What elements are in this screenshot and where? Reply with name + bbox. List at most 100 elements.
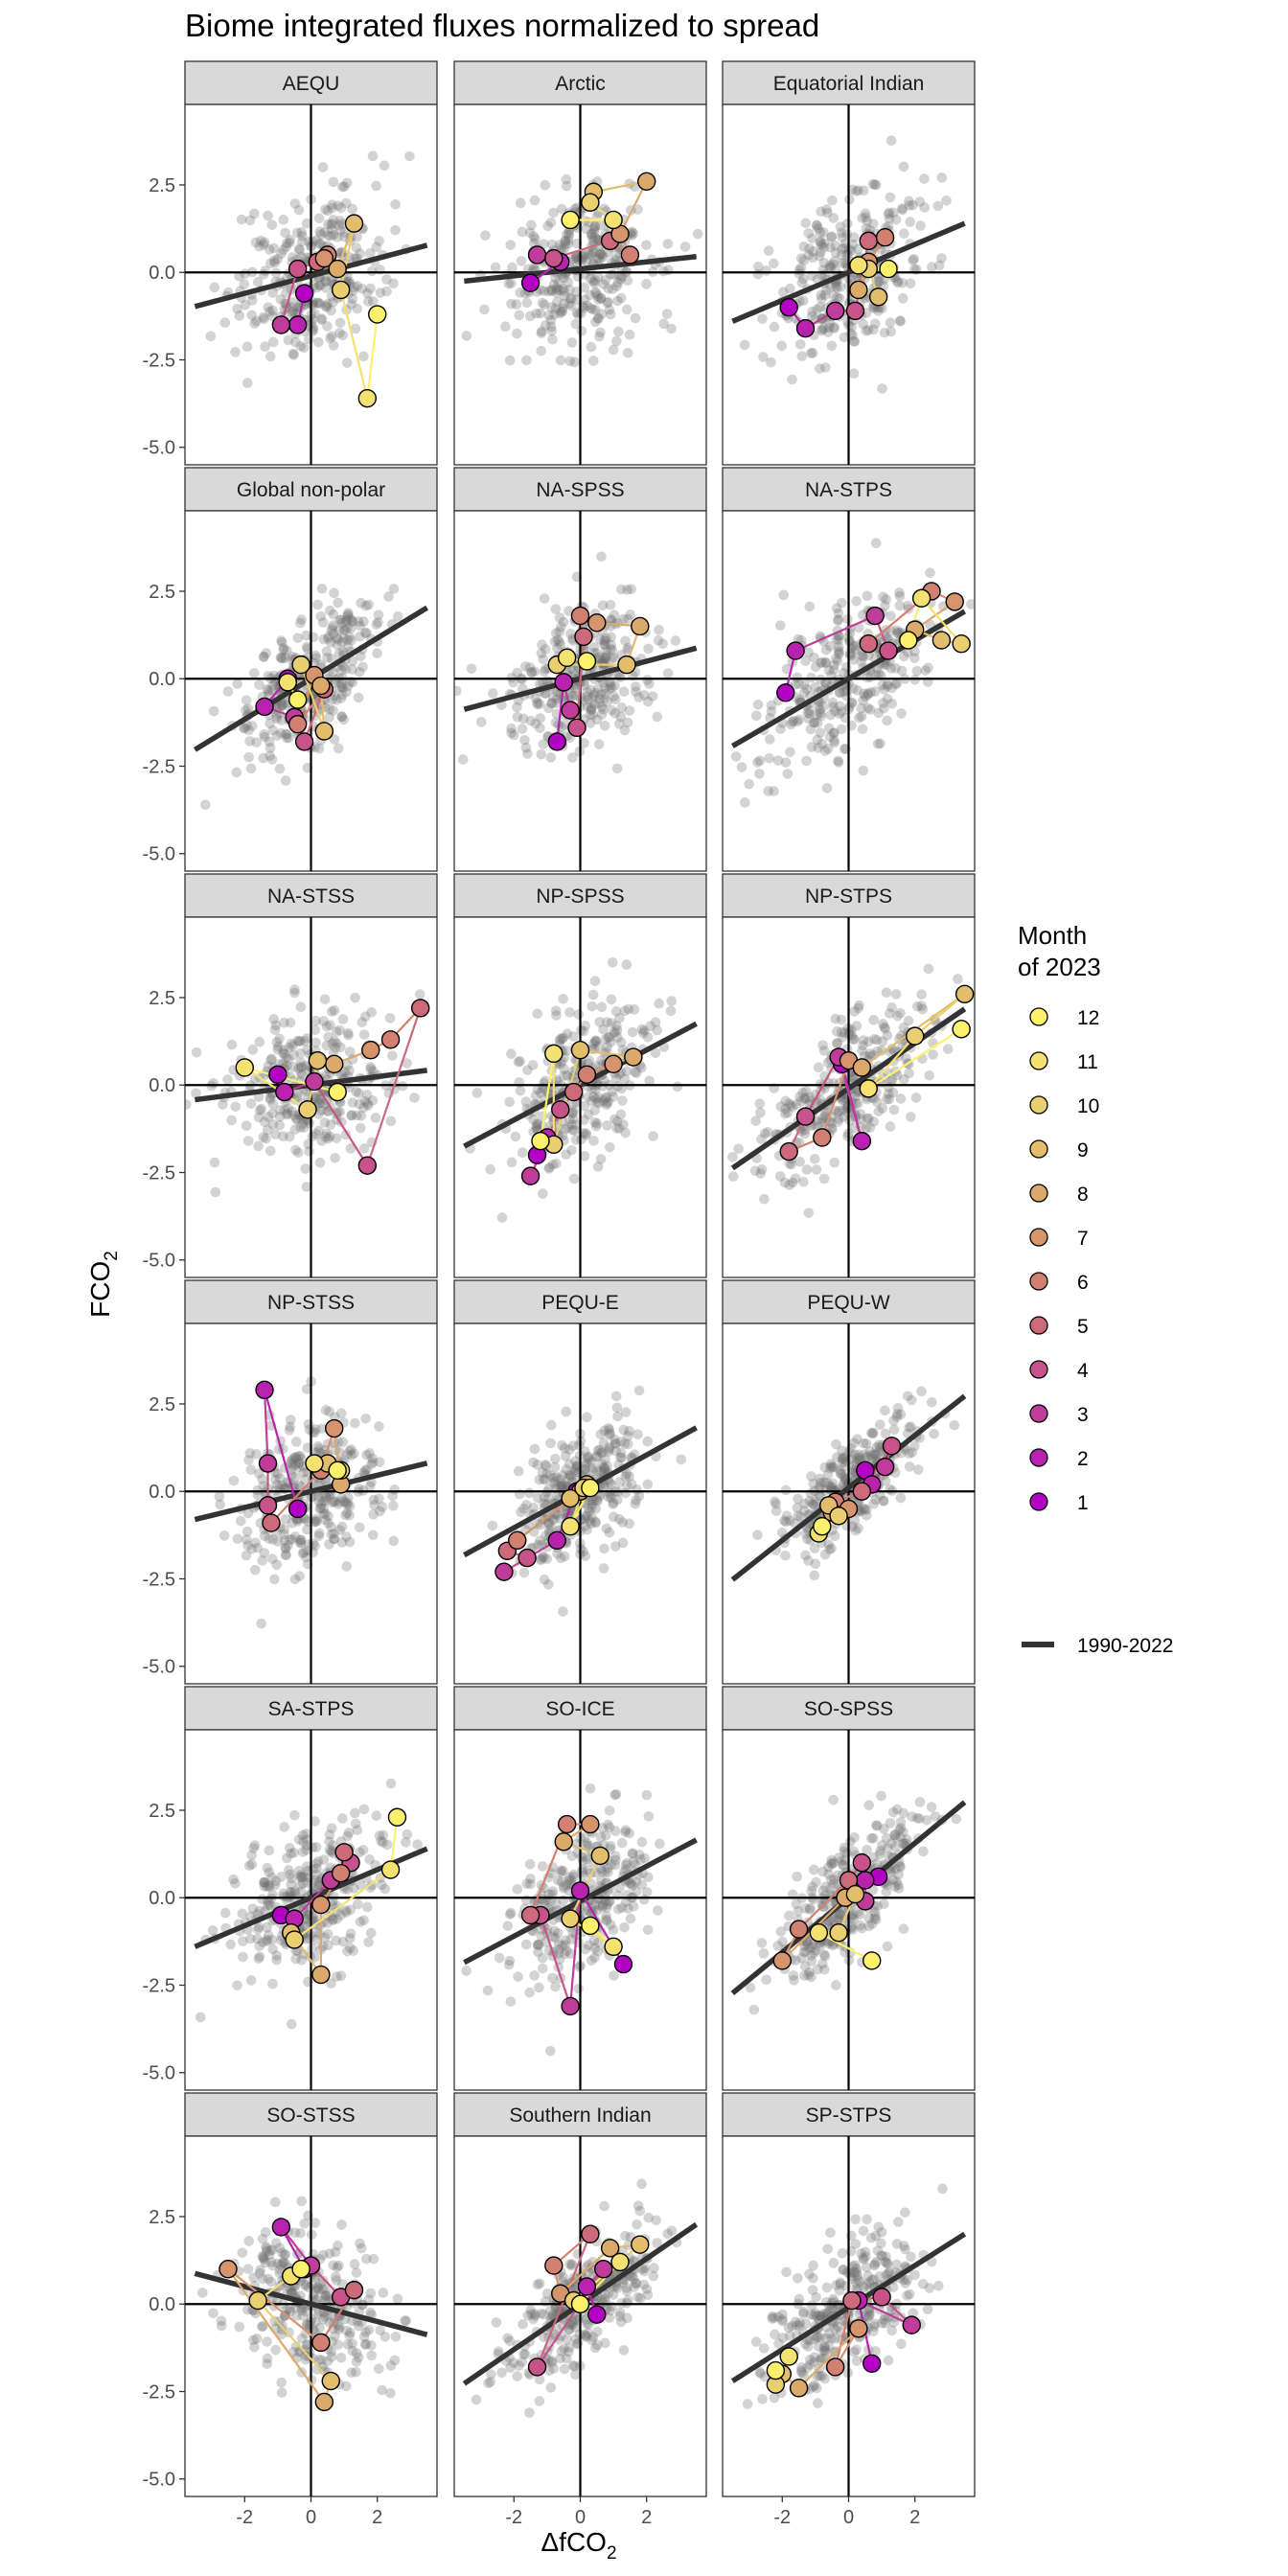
background-point (862, 1113, 873, 1124)
background-point (816, 240, 827, 251)
background-point (817, 702, 829, 712)
facet-strip (453, 60, 707, 105)
background-point (288, 306, 299, 316)
background-point (606, 614, 616, 625)
background-point (621, 1066, 632, 1077)
background-point (594, 1444, 605, 1456)
background-point (327, 694, 338, 705)
background-point (589, 1899, 601, 1910)
background-point (807, 233, 817, 244)
background-point (861, 1452, 871, 1463)
background-point (638, 1025, 650, 1036)
background-point (254, 1036, 265, 1047)
background-point (524, 1859, 536, 1870)
background-point (281, 1550, 291, 1560)
background-point (597, 1901, 608, 1913)
background-point (314, 226, 326, 237)
background-point (364, 1481, 376, 1492)
background-point (559, 1883, 569, 1894)
background-point (359, 1095, 371, 1107)
background-point (867, 1427, 879, 1438)
month-path-segment (569, 1890, 582, 2007)
background-point (482, 1985, 494, 1996)
background-point (543, 1518, 554, 1530)
month-point (849, 256, 868, 275)
background-point (796, 277, 808, 288)
background-point (538, 1084, 549, 1094)
background-point (310, 653, 322, 663)
background-point (513, 1056, 524, 1068)
background-point (633, 692, 644, 702)
background-point (581, 1128, 592, 1138)
background-point (328, 667, 338, 678)
background-point (780, 1484, 792, 1496)
background-point (381, 1839, 393, 1851)
background-point (564, 1444, 575, 1455)
background-point (580, 1551, 590, 1562)
month-point (776, 683, 795, 702)
background-point (268, 1014, 279, 1024)
background-point (841, 1102, 853, 1114)
background-point (257, 1937, 268, 1948)
background-point (779, 1108, 791, 1119)
background-point (324, 1836, 334, 1847)
background-point (813, 701, 824, 711)
background-point (261, 1133, 271, 1144)
background-point (574, 1439, 585, 1451)
background-point (312, 1440, 324, 1452)
background-point (829, 1157, 840, 1168)
background-point (615, 1447, 627, 1459)
background-point (547, 1886, 559, 1897)
background-point (596, 1055, 607, 1066)
background-point (616, 1837, 628, 1849)
month-point (255, 1380, 274, 1400)
background-point (834, 687, 845, 698)
background-point (609, 1027, 619, 1038)
panel-plot-area (454, 511, 706, 871)
background-point (518, 713, 529, 724)
background-point (884, 207, 895, 218)
background-point (530, 718, 541, 729)
background-point (654, 625, 664, 635)
background-point (328, 628, 339, 639)
background-point (310, 1129, 322, 1139)
month-point (604, 210, 623, 230)
background-point (610, 680, 620, 691)
background-point (388, 1500, 399, 1511)
background-point (615, 1437, 627, 1447)
background-point (624, 1471, 634, 1482)
background-point (295, 1537, 307, 1549)
background-point (543, 1579, 554, 1590)
background-point (886, 610, 896, 622)
background-point (750, 1116, 761, 1126)
background-point (553, 277, 564, 288)
background-point (808, 245, 818, 257)
background-point (264, 1145, 276, 1157)
background-point (347, 656, 358, 667)
background-point (616, 271, 628, 283)
month-point (631, 616, 650, 636)
month-path-segment (263, 1390, 299, 1509)
background-point (862, 216, 873, 226)
background-point (844, 627, 856, 638)
background-point (552, 285, 563, 295)
background-point (264, 1867, 275, 1878)
month-point (829, 1506, 848, 1526)
background-point (556, 203, 567, 215)
background-point (312, 297, 324, 309)
background-point (794, 1092, 805, 1102)
background-point (297, 1070, 308, 1081)
background-point (847, 683, 859, 694)
background-point (362, 1100, 374, 1111)
background-point (334, 1024, 345, 1036)
background-point (798, 1176, 809, 1187)
background-point (966, 599, 975, 610)
background-point (289, 1472, 301, 1483)
background-point (249, 1840, 261, 1851)
background-point (289, 1809, 300, 1821)
background-point (600, 653, 611, 663)
month-point (258, 1454, 278, 1473)
background-point (333, 232, 343, 242)
background-point (310, 1427, 320, 1438)
